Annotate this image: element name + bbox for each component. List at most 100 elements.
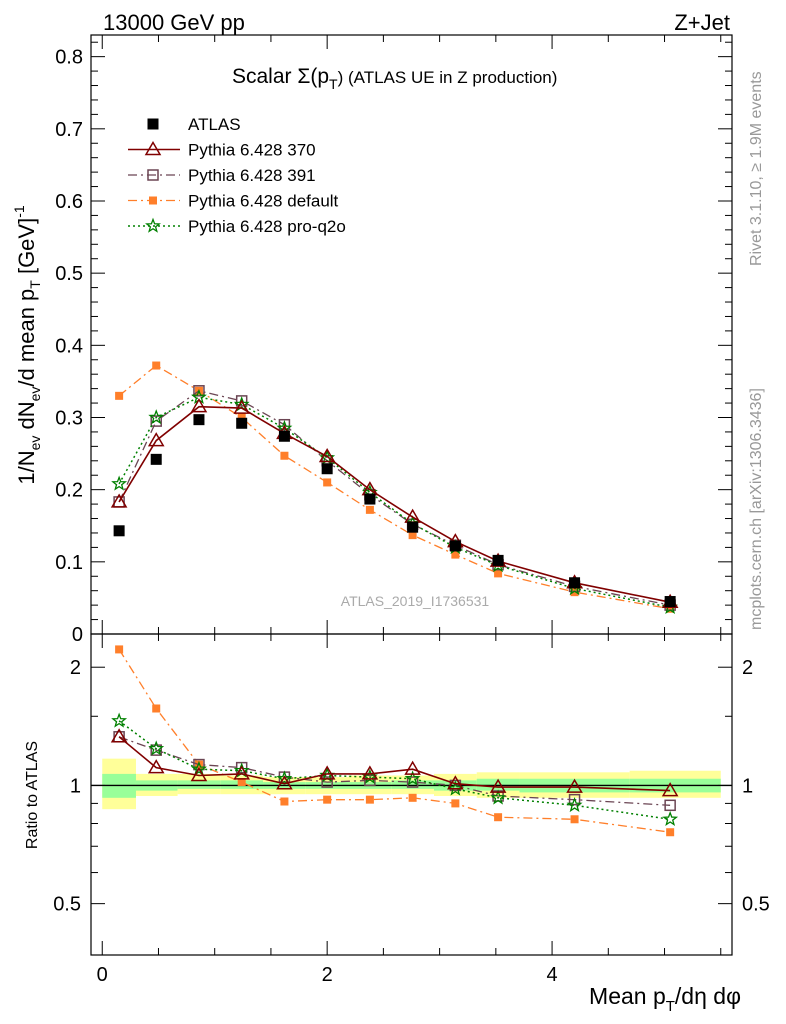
ratio-series-line-default (118, 649, 671, 833)
ratio-point-proq2o (111, 712, 128, 728)
legend: ATLAS Pythia 6.428 370 Pythia 6.428 391 Pyt… (128, 115, 346, 236)
main-ytick-label: 0.5 (55, 263, 83, 285)
main-point-p370 (233, 399, 250, 414)
main-point-proq2o (148, 409, 165, 425)
main-point-ATLAS (449, 540, 461, 552)
ratio-point-p391 (406, 776, 419, 788)
ratio-point-default (666, 828, 675, 837)
ratio-point-default (365, 795, 374, 804)
ratio-point-p370 (276, 775, 293, 790)
ratio-plot-area: 0.5 0.5 1 1 2 2 0 2 4 (53, 634, 770, 986)
main-point-p370 (147, 432, 165, 447)
main-point-ATLAS (364, 493, 376, 505)
ratio-xlabel: Mean pT/dη dφ (589, 983, 741, 1015)
main-point-ATLAS (321, 463, 333, 475)
main-point-default (115, 391, 124, 400)
main-point-ATLAS (407, 521, 419, 533)
main-point-p391 (278, 418, 291, 431)
main-ytick-label: 0.6 (55, 191, 83, 213)
main-point-ATLAS (569, 577, 581, 589)
legend-label-p370: Pythia 6.428 370 (188, 141, 316, 160)
ratio-xtick-label: 0 (97, 964, 108, 986)
ratio-point-default (323, 795, 332, 804)
main-point-p370 (190, 398, 208, 413)
ratio-point-default (280, 797, 289, 806)
ratio-point-p370 (661, 782, 679, 797)
ratio-point-default (494, 813, 503, 822)
header-right: Z+Jet (674, 10, 730, 35)
main-plot-area: 0 0.1 0.2 0.3 0.4 0.5 0.6 0.7 0.8 (55, 35, 732, 646)
main-point-ATLAS (193, 414, 205, 426)
main-ytick-label: 0.1 (55, 552, 83, 574)
main-point-ATLAS (664, 596, 676, 608)
ratio-point-default (237, 778, 246, 787)
ratio-point-p391 (321, 776, 333, 788)
ratio-point-default (451, 799, 460, 808)
main-point-ATLAS (236, 417, 248, 429)
ratio-band-inner (177, 780, 221, 789)
main-point-p391 (235, 395, 248, 407)
main-ytick-label: 0.8 (55, 47, 83, 69)
main-point-ATLAS (150, 453, 162, 465)
ratio-point-default (115, 645, 124, 654)
ratio-series-line-p391 (118, 736, 671, 806)
main-point-proq2o (319, 449, 336, 465)
ratio-point-proq2o (662, 810, 679, 827)
legend-label-p391: Pythia 6.428 391 (188, 166, 316, 185)
main-point-proq2o (111, 475, 128, 491)
ratio-point-p370 (110, 728, 128, 743)
ratio-point-p370 (566, 778, 583, 793)
ratio-point-proq2o (276, 770, 293, 786)
main-point-default (408, 531, 417, 540)
analysis-watermark: ATLAS_2019_I1736531 (341, 593, 490, 609)
main-point-default (666, 604, 675, 613)
ratio-band-inner (476, 778, 520, 791)
main-series-line-p391 (118, 390, 671, 606)
main-point-default (152, 361, 161, 370)
legend-marker-p391 (147, 169, 159, 181)
legend-marker-ATLAS (147, 118, 159, 130)
plot-title-prefix: Scalar Σ(p (232, 65, 329, 88)
main-series-line-proq2o (118, 396, 671, 609)
main-point-p391 (150, 415, 162, 427)
ratio-point-proq2o (191, 760, 207, 776)
main-ylabel: 1/Nev dNev/d mean pT [GeV]-1 (11, 205, 43, 485)
main-ytick-label: 0.3 (55, 407, 83, 429)
ratio-point-proq2o (447, 780, 464, 796)
ratio-point-default (152, 704, 161, 713)
main-point-ATLAS (492, 554, 504, 566)
legend-label-default: Pythia 6.428 default (188, 192, 339, 211)
legend-marker-proq2o (145, 217, 161, 233)
plot-title: Scalar Σ(pT) (ATLAS UE in Z production) (232, 65, 557, 92)
ratio-point-p370 (233, 765, 250, 780)
main-point-ATLAS (113, 525, 125, 537)
ratio-point-p370 (318, 765, 336, 780)
ratio-ytick-label: 0.5 (53, 894, 81, 916)
legend-label-ATLAS: ATLAS (188, 115, 241, 134)
ratio-ylabel: Ratio to ATLAS (24, 741, 41, 849)
main-point-default (237, 413, 246, 422)
main-point-default (570, 588, 579, 597)
mcplots-label: mcplots.cern.ch [arXiv:1306.3436] (748, 388, 765, 630)
ratio-xtick-label: 4 (547, 964, 558, 986)
main-ytick-label: 0.7 (55, 119, 83, 141)
ratio-point-p391 (364, 774, 376, 787)
ratio-point-p391 (664, 799, 676, 812)
header-left: 13000 GeV pp (103, 10, 245, 35)
ratio-band-inner (391, 780, 434, 789)
ratio-point-p391 (150, 744, 162, 756)
ratio-point-proq2o (404, 770, 421, 786)
ratio-ytick-label-right: 2 (742, 657, 753, 679)
main-point-default (365, 505, 374, 514)
ratio-point-p370 (447, 775, 464, 790)
ratio-point-default (408, 793, 417, 802)
ratio-series-line-p370 (118, 736, 671, 792)
ratio-point-proq2o (148, 740, 165, 756)
ratio-xtick-label: 2 (322, 964, 333, 986)
main-series-line-default (118, 364, 671, 610)
rivet-label: Rivet 3.1.10, ≥ 1.9M events (748, 71, 765, 266)
main-ytick-label: 0.2 (55, 480, 83, 502)
ratio-point-p370 (404, 760, 421, 775)
main-point-default (451, 550, 460, 559)
